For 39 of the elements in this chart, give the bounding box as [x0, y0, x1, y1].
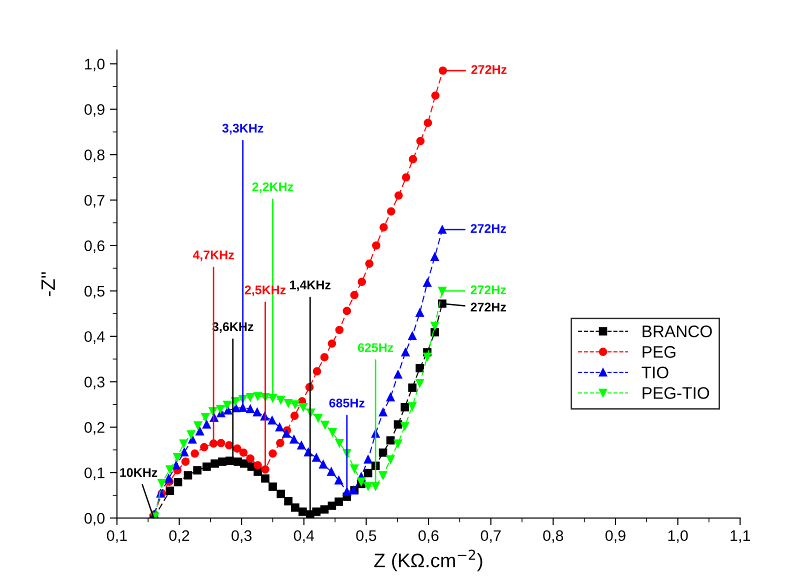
annotation: 272Hz: [470, 285, 506, 294]
x-tick-label: 0,7: [480, 530, 501, 543]
legend-label: PEG: [642, 346, 676, 358]
annotation: 1,4KHz: [290, 280, 331, 292]
x-axis-title: Z (KΩ.cm$^{−2}$): [374, 550, 482, 572]
y-tick-label: 0,0: [84, 512, 105, 526]
y-axis-title: -Z'': [41, 272, 55, 296]
y-tick-label: 1,0: [85, 58, 105, 72]
legend-label: TIO: [642, 366, 668, 378]
x-tick-label: 0,8: [543, 530, 564, 543]
annotation: 10KHz: [120, 468, 158, 477]
y-tick-label: 0,9: [84, 104, 104, 117]
annotation: 4,7KHz: [192, 250, 234, 262]
y-tick-label: 0,1: [84, 467, 104, 480]
annotation: 3,3KHz: [222, 124, 264, 134]
x-tick-label: 0,4: [294, 530, 314, 543]
y-tick-label: 0,2: [84, 422, 104, 435]
y-tick-label: 0,5: [84, 286, 104, 298]
annotation: 685Hz: [329, 398, 365, 408]
annotation: 2,2KHz: [252, 182, 294, 194]
x-tick-label: 1,0: [668, 530, 688, 543]
x-tick-label: 0,1: [106, 530, 127, 543]
annotation: 272Hz: [470, 302, 506, 312]
y-tick-label: 0,6: [84, 240, 104, 253]
legend-label: BRANCO: [642, 326, 712, 338]
x-tick-label: 0,6: [418, 530, 438, 543]
y-tick-label: 0,7: [84, 194, 104, 208]
y-tick-label: 0,8: [84, 150, 104, 162]
x-tick-label: 0,5: [356, 530, 376, 543]
x-tick-label: 1,1: [730, 530, 750, 543]
annotation: 625Hz: [358, 343, 394, 352]
y-tick-label: 0,4: [84, 331, 105, 344]
annotation: 272Hz: [470, 224, 506, 233]
legend-label: PEG-TIO: [642, 387, 710, 399]
annotation: 272Hz: [471, 65, 507, 74]
x-tick-label: 0,9: [605, 530, 626, 543]
x-tick-label: 0,2: [169, 530, 190, 543]
y-tick-label: 0,3: [84, 376, 104, 390]
x-tick-label: 0,3: [232, 530, 252, 543]
